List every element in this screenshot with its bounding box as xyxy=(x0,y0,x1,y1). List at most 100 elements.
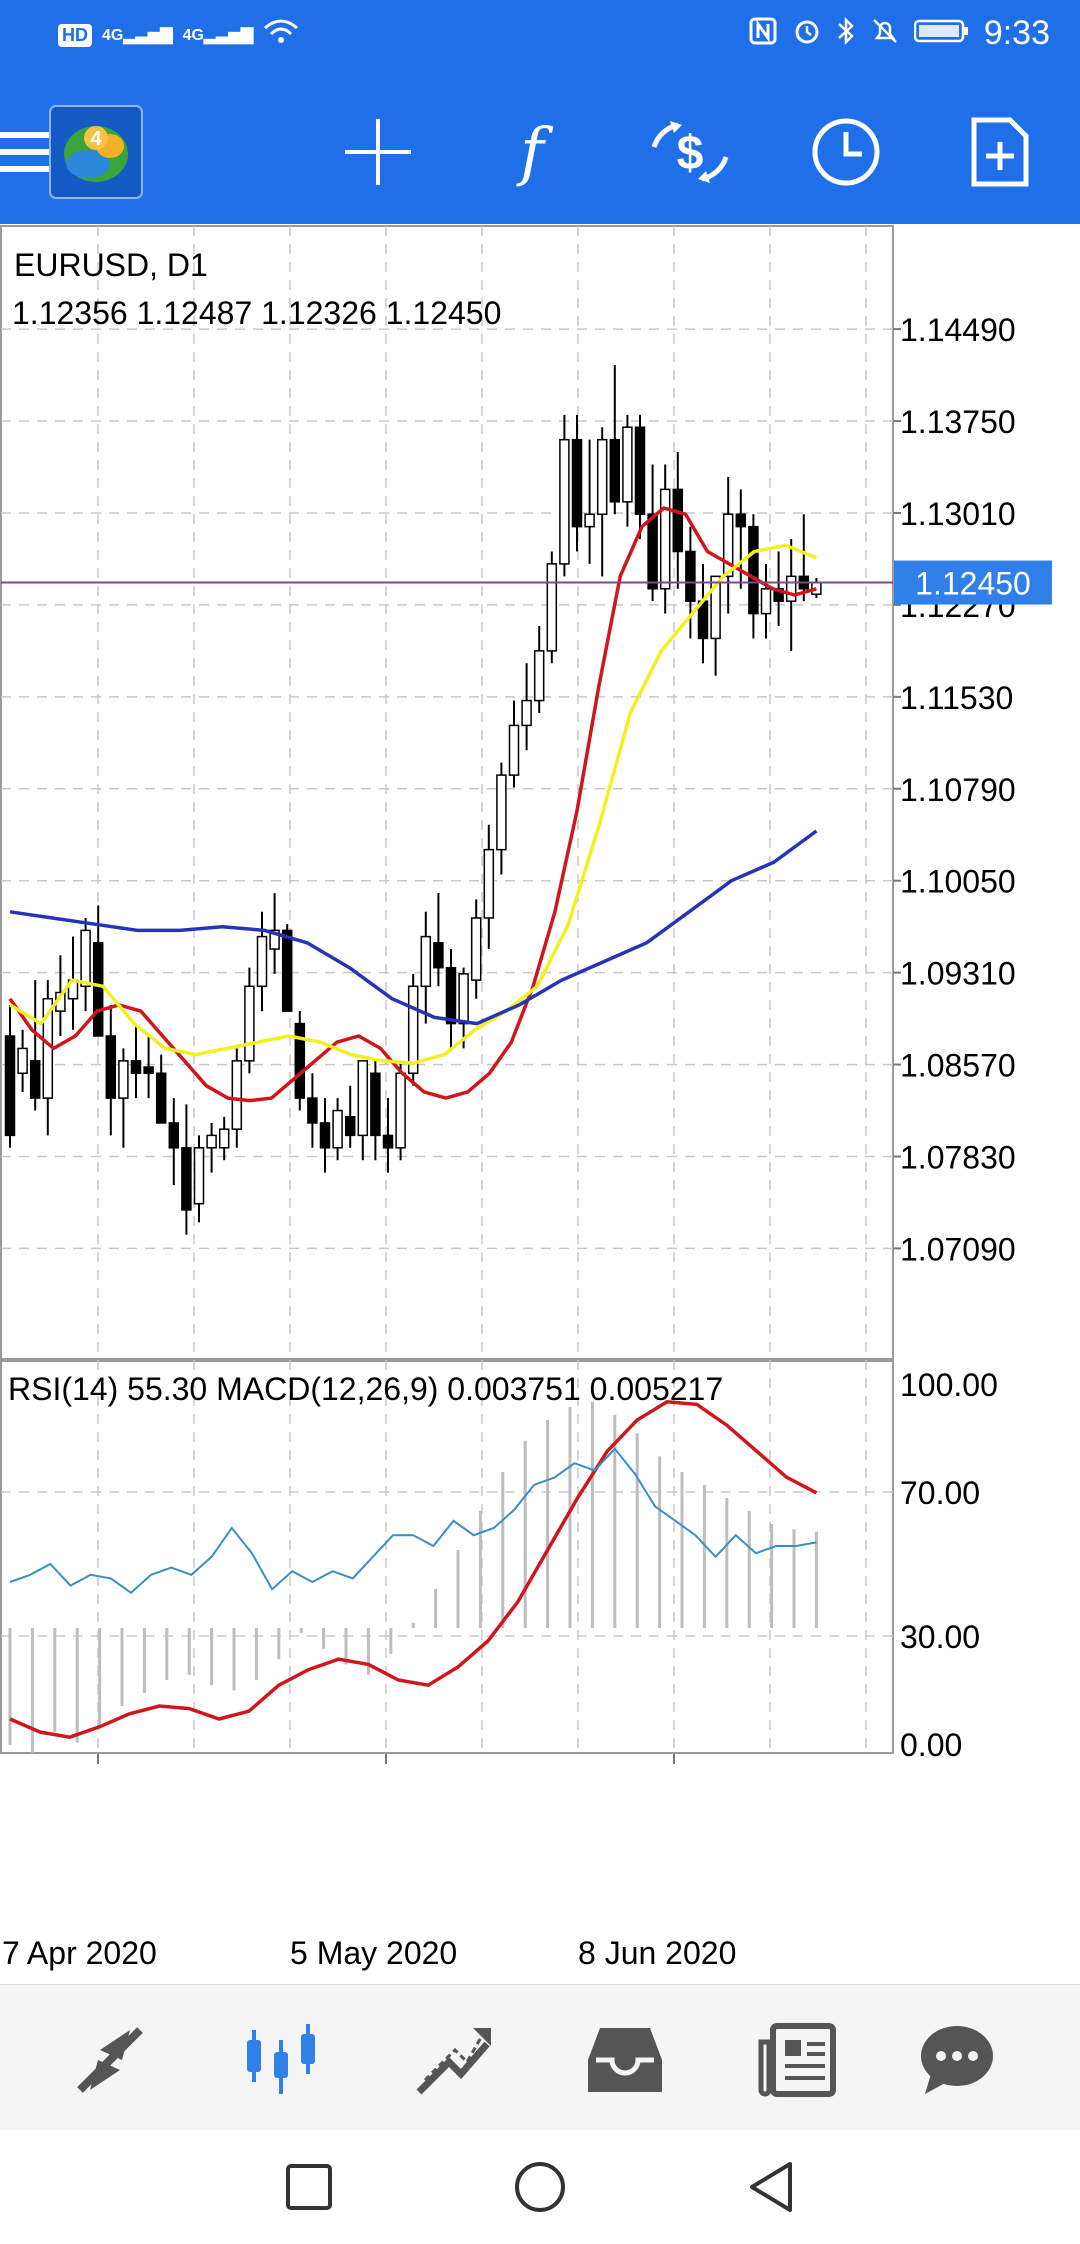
candle-bull xyxy=(244,985,255,1062)
candle-bear xyxy=(748,525,759,615)
candle-bear xyxy=(130,1060,142,1075)
rsi-line xyxy=(9,1447,817,1595)
timeframe-icon[interactable] xyxy=(796,102,896,202)
svg-text:$: $ xyxy=(677,127,704,180)
candle-bull xyxy=(483,848,495,919)
price-tick-label: 1.10050 xyxy=(900,864,1016,900)
chart-canvas[interactable]: 1.144901.137501.130101.122701.115301.107… xyxy=(0,224,1080,1984)
signal-icon: 4G▂▃▅▇ xyxy=(102,27,173,44)
current-price-badge xyxy=(894,560,1052,605)
candle-bear xyxy=(382,1134,394,1149)
indicators-icon[interactable]: f xyxy=(482,102,582,202)
candle-bear xyxy=(307,1097,318,1124)
candle-bull xyxy=(760,588,772,615)
metatrader-4-logo[interactable]: 4 xyxy=(46,102,146,202)
candle-bull xyxy=(269,929,280,950)
indicators-glyph: f xyxy=(520,115,544,189)
candle-bull xyxy=(785,575,797,602)
status-right: 9:33 xyxy=(748,14,1050,53)
menu-icon[interactable] xyxy=(0,102,72,202)
date-label: 8 Jun 2020 xyxy=(578,1935,736,1971)
clock: 9:33 xyxy=(983,14,1050,52)
current-price-label: 1.12450 xyxy=(915,566,1031,602)
candle-bull xyxy=(508,724,520,776)
candle-bull xyxy=(584,513,595,528)
candle-bear xyxy=(571,438,583,528)
candle-bear xyxy=(609,438,621,503)
rsi-tick-label: 100.00 xyxy=(900,1367,998,1403)
candle-bull xyxy=(622,426,633,503)
battery-icon xyxy=(913,18,970,49)
candle-bear xyxy=(370,1072,381,1137)
candle-bull xyxy=(332,1109,343,1149)
candle-bull xyxy=(357,1060,369,1137)
candle-bull xyxy=(596,438,608,515)
candle-bear xyxy=(672,488,684,553)
candle-bull xyxy=(496,774,507,851)
price-panel xyxy=(0,225,894,1360)
candle-bull xyxy=(559,438,570,565)
candle-bear xyxy=(105,1035,117,1099)
chart-area[interactable]: 1.14490 1.13750 1.13010 1.12270 1.11530 1.107… xyxy=(0,224,1080,1984)
alarm-icon xyxy=(792,16,822,51)
price-tick-label: 1.11530 xyxy=(900,680,1013,716)
rsi-tick-label: 0.00 xyxy=(900,1727,962,1763)
quotes-icon[interactable] xyxy=(55,2005,165,2115)
symbol-label: EURUSD, D1 xyxy=(14,247,208,283)
crosshair-icon[interactable] xyxy=(328,102,428,202)
hd-badge: HD xyxy=(58,23,92,47)
price-tick-label: 1.07090 xyxy=(900,1231,1016,1267)
candle-bull xyxy=(710,575,721,640)
candle-bull xyxy=(218,1128,230,1149)
home-icon[interactable] xyxy=(505,2152,575,2222)
candle-bull xyxy=(395,1072,406,1149)
news-icon[interactable] xyxy=(742,2005,852,2115)
candles xyxy=(4,365,822,1235)
price-tick-label: 1.13010 xyxy=(900,496,1016,532)
back-icon[interactable] xyxy=(736,2152,806,2222)
trade-icon[interactable]: $ xyxy=(640,102,740,202)
price-tick-label: 1.10790 xyxy=(900,772,1016,808)
candle-bear xyxy=(735,513,747,528)
candle-bull xyxy=(420,935,432,988)
price-tick-label: 1.14490 xyxy=(900,312,1016,348)
candle-bull xyxy=(722,513,734,578)
candle-bull xyxy=(407,985,419,1075)
history-icon[interactable] xyxy=(570,2005,680,2115)
candle-bear xyxy=(281,929,293,1012)
candle-bear xyxy=(155,1072,167,1124)
candle-bear xyxy=(685,550,696,602)
candle-bull xyxy=(458,973,469,1025)
ohlc-label: 1.12356 1.12487 1.12326 1.12450 xyxy=(12,295,501,331)
candle-bear xyxy=(647,513,658,590)
recents-icon[interactable] xyxy=(274,2152,344,2222)
date-label: 7 Apr 2020 xyxy=(2,1935,157,1971)
logo-text: 4 xyxy=(90,128,102,150)
candle-bull xyxy=(231,1060,243,1130)
wifi-icon xyxy=(263,18,299,52)
candle-bear xyxy=(433,942,444,969)
candle-bull xyxy=(193,1147,205,1205)
axis-ticks: 1.144901.137501.130101.122701.115301.107… xyxy=(2,312,1016,1971)
chart-icon[interactable] xyxy=(226,2005,336,2115)
status-bar: HD 4G▂▃▅▇ 4G▂▃▅▇ 9:33 xyxy=(0,0,1080,80)
candle-bear xyxy=(319,1122,331,1149)
mute-icon xyxy=(870,16,900,51)
top-toolbar: 4 f $ xyxy=(0,80,1080,224)
price-tick-label: 1.08570 xyxy=(900,1048,1016,1084)
chat-icon[interactable] xyxy=(902,2005,1012,2115)
indicator-label: RSI(14) 55.30 MACD(12,26,9) 0.003751 0.0… xyxy=(8,1371,723,1407)
candle-bear xyxy=(181,1147,192,1211)
price-tick-label: 1.07830 xyxy=(900,1140,1016,1176)
system-nav-bar xyxy=(0,2130,1080,2244)
gridlines xyxy=(1,226,893,1753)
candle-bear xyxy=(92,942,104,1037)
template-icon[interactable] xyxy=(950,102,1050,202)
candle-bull xyxy=(206,1134,217,1149)
moving-average-line xyxy=(9,829,818,1026)
moving-averages xyxy=(8,506,818,1103)
candle-bear xyxy=(29,1060,41,1099)
candle-bear xyxy=(294,1022,306,1099)
trade-icon[interactable] xyxy=(398,2005,508,2115)
candle-bear xyxy=(445,966,457,1025)
